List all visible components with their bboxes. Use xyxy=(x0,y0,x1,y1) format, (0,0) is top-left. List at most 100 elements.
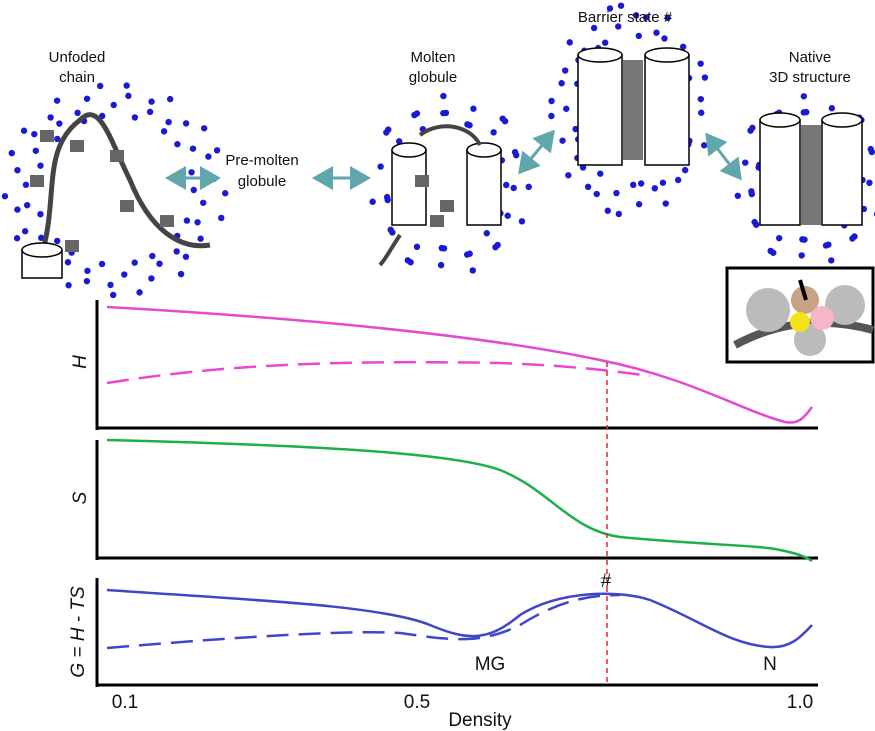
sketch-part xyxy=(411,112,417,118)
sketch-part xyxy=(107,282,113,288)
state-label: chain xyxy=(59,69,95,86)
sketch-part xyxy=(173,248,179,254)
sketch-part xyxy=(149,253,155,259)
sketch-part xyxy=(682,167,688,173)
sketch-part xyxy=(470,267,476,273)
curves xyxy=(107,307,812,685)
sketch-part xyxy=(801,236,807,242)
sketch-part xyxy=(623,60,643,160)
inset xyxy=(727,268,873,362)
sketch-part xyxy=(190,145,196,151)
sketch-part xyxy=(675,177,681,183)
sketch-part xyxy=(548,98,554,104)
sketch-part xyxy=(200,200,206,206)
sketch-part xyxy=(798,252,804,258)
sketch-part xyxy=(392,143,426,157)
sketch-part xyxy=(597,170,603,176)
sketch-part xyxy=(120,200,134,212)
sketch-part xyxy=(562,67,568,73)
sketch-part xyxy=(558,80,564,86)
annotation: # xyxy=(601,571,612,592)
sketch-part xyxy=(14,235,20,241)
sketch-part xyxy=(801,125,821,225)
annotation: N xyxy=(763,654,777,675)
sketch-part xyxy=(37,162,43,168)
sketch-part xyxy=(188,169,194,175)
sketch-part xyxy=(747,127,753,133)
sketch-part xyxy=(389,229,395,235)
state-label: globule xyxy=(238,173,286,190)
sketch-part xyxy=(218,215,224,221)
sketch-part xyxy=(14,206,20,212)
sketch-part xyxy=(110,292,116,298)
state-label: Pre-molten xyxy=(225,152,298,169)
sketch-part xyxy=(156,260,162,266)
sketch-part xyxy=(132,114,138,120)
sketch-part xyxy=(822,113,862,127)
sketch-part xyxy=(510,185,516,191)
sketch-part xyxy=(630,182,636,188)
sketch-part xyxy=(65,282,71,288)
sketch-part xyxy=(84,278,90,284)
sketch-part xyxy=(84,96,90,102)
sketch-part xyxy=(565,172,571,178)
sketch-part xyxy=(441,245,447,251)
sketch-part xyxy=(183,254,189,260)
sketch-part xyxy=(616,211,622,217)
panel-label: H xyxy=(70,355,91,369)
sketch-part xyxy=(578,55,622,165)
sketch-part xyxy=(54,97,60,103)
sketch-part xyxy=(594,191,600,197)
sketch-part xyxy=(490,129,496,135)
sketch-part xyxy=(97,83,103,89)
sketch-part xyxy=(503,182,509,188)
sketch-part xyxy=(9,150,15,156)
sketch-part xyxy=(636,201,642,207)
sketch-part xyxy=(438,262,444,268)
state-label: globule xyxy=(409,69,457,86)
sketch-part xyxy=(194,219,200,225)
sketch-part xyxy=(40,115,210,260)
sketch-part xyxy=(384,197,390,203)
sketch-part xyxy=(559,137,565,143)
sketch-part xyxy=(652,185,658,191)
sketch-part xyxy=(653,29,659,35)
sketch-part xyxy=(54,238,60,244)
sketch-part xyxy=(110,150,124,162)
sketch-part xyxy=(70,140,84,152)
sketch-part xyxy=(512,149,518,155)
annotation: MG xyxy=(475,654,506,675)
sketch-part xyxy=(829,105,835,111)
sketch-part xyxy=(23,182,29,188)
sketch-part xyxy=(161,128,167,134)
sketch-part xyxy=(464,121,470,127)
sketch-part xyxy=(602,39,608,45)
sketch-part xyxy=(618,2,624,8)
sketch-part xyxy=(494,242,500,248)
sketch-part xyxy=(121,271,127,277)
sketch-part xyxy=(484,230,490,236)
sketch-part xyxy=(749,191,755,197)
sketch-part xyxy=(197,236,203,242)
sketch-part xyxy=(111,102,117,108)
sketch-part xyxy=(735,193,741,199)
sketch-part xyxy=(136,289,142,295)
sketch-part xyxy=(74,110,80,116)
sketch-part xyxy=(519,218,525,224)
sketch-part xyxy=(22,228,28,234)
sketch-part xyxy=(99,261,105,267)
sketch-part xyxy=(526,184,532,190)
sketch-part xyxy=(851,233,857,239)
sketch-part xyxy=(578,48,622,62)
x-tick-label: 1.0 xyxy=(787,692,813,713)
sketch-part xyxy=(504,213,510,219)
sketch-part xyxy=(165,119,171,125)
sketch-part xyxy=(84,268,90,274)
state-label: Molten xyxy=(410,49,455,66)
sketch-part xyxy=(30,175,44,187)
sketch-part xyxy=(440,200,454,212)
sketch-part xyxy=(174,141,180,147)
sketch-part xyxy=(770,250,776,256)
figure: Unfoded chain Pre-molten globule Molten … xyxy=(0,0,875,731)
panel-label: G = H - TS xyxy=(68,586,89,678)
